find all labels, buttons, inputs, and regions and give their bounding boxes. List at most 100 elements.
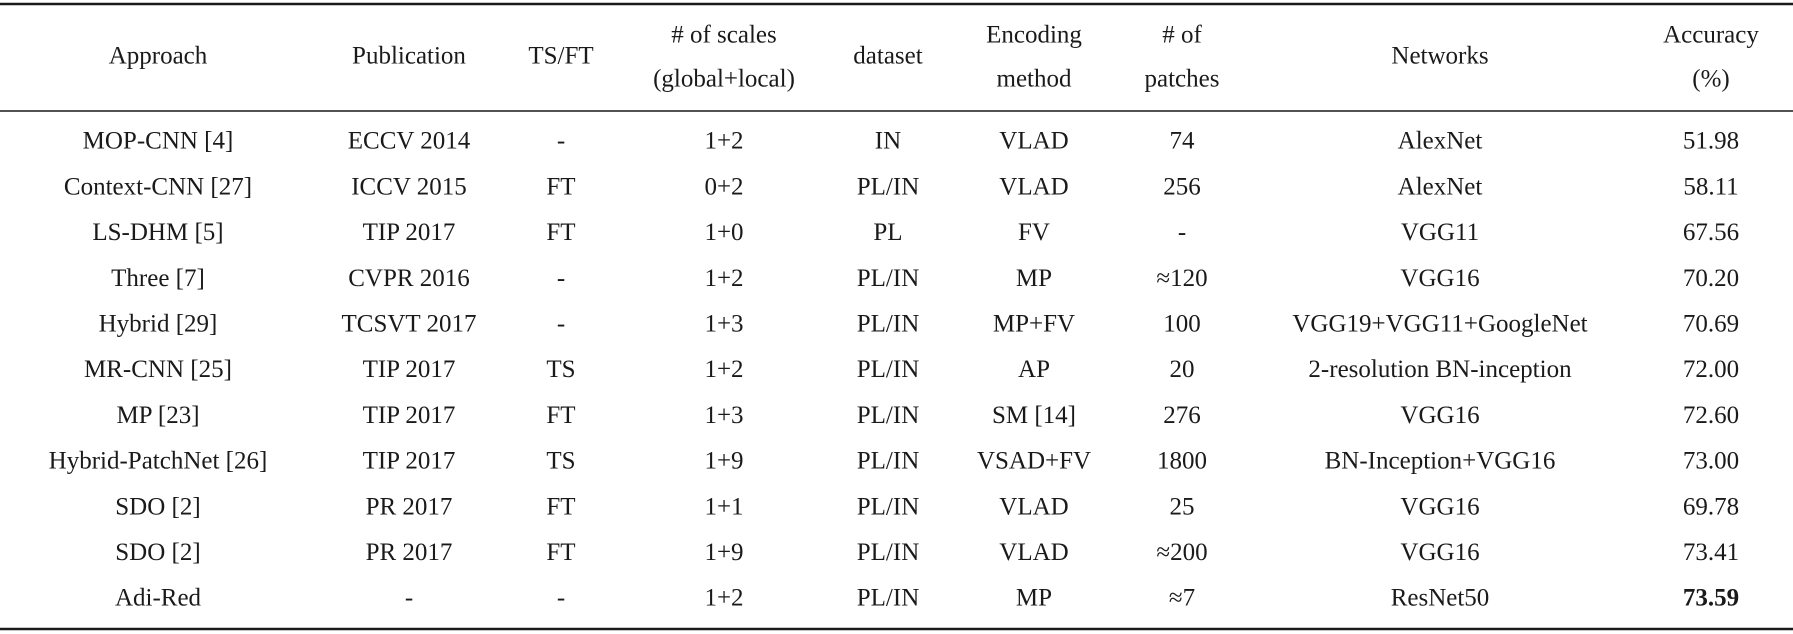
header-cell: (%) — [1692, 66, 1729, 93]
table-cell: - — [557, 265, 565, 292]
table-cell: 74 — [1170, 128, 1196, 155]
table-cell: Context-CNN [27] — [64, 173, 252, 200]
table-cell: TCSVT 2017 — [342, 311, 477, 338]
table-cell: PR 2017 — [366, 493, 453, 520]
table-cell: 70.69 — [1683, 311, 1739, 338]
table-cell: 73.59 — [1683, 585, 1739, 612]
header-cell: (global+local) — [653, 66, 795, 93]
table-cell: ICCV 2015 — [351, 173, 467, 200]
table-cell: MP+FV — [993, 311, 1075, 338]
header-cell: dataset — [853, 43, 922, 70]
table-cell: PL/IN — [857, 402, 920, 429]
table-cell: 1+3 — [704, 311, 743, 338]
table-cell: TIP 2017 — [363, 356, 456, 383]
table-cell: Three [7] — [111, 265, 205, 292]
table-cell: FT — [546, 493, 575, 520]
table-cell: IN — [875, 128, 901, 155]
table-cell: - — [1178, 219, 1186, 246]
table-cell: BN-Inception+VGG16 — [1325, 448, 1556, 475]
table-cell: FT — [546, 173, 575, 200]
table-cell: 51.98 — [1683, 128, 1739, 155]
table-cell: AlexNet — [1398, 173, 1483, 200]
table-cell: VGG11 — [1401, 219, 1479, 246]
table-cell: 58.11 — [1683, 173, 1738, 200]
table-cell: 1+1 — [704, 493, 743, 520]
header-cell: # of scales — [671, 22, 777, 49]
table-cell: 1+3 — [704, 402, 743, 429]
table-cell: LS-DHM [5] — [92, 219, 223, 246]
header-cell: # of — [1162, 22, 1202, 49]
header-cell: method — [997, 66, 1072, 93]
header-cell: TS/FT — [528, 43, 593, 70]
table-cell: SM [14] — [992, 402, 1076, 429]
table-cell: 20 — [1170, 356, 1195, 383]
table-cell: 72.00 — [1683, 356, 1739, 383]
table-cell: 2-resolution BN-inception — [1308, 356, 1572, 383]
table-cell: MOP-CNN [4] — [83, 128, 234, 155]
table-cell: VGG16 — [1400, 539, 1479, 566]
table-cell: FV — [1018, 219, 1050, 246]
table-cell: 1+9 — [704, 448, 743, 475]
table-cell: VSAD+FV — [977, 448, 1091, 475]
table-cell: PL/IN — [857, 539, 920, 566]
table-cell: PL/IN — [857, 356, 920, 383]
table-cell: - — [405, 585, 413, 612]
table-cell: PL/IN — [857, 265, 920, 292]
table-cell: 73.41 — [1683, 539, 1739, 566]
header-cell: Encoding — [986, 22, 1082, 49]
table-cell: 1+0 — [704, 219, 743, 246]
table-cell: 1800 — [1157, 448, 1207, 475]
table-cell: 67.56 — [1683, 219, 1739, 246]
header-cell: Publication — [352, 43, 466, 70]
table-cell: TIP 2017 — [363, 448, 456, 475]
table-cell: TS — [546, 356, 575, 383]
table-cell: PL — [873, 219, 902, 246]
table-cell: PL/IN — [857, 448, 920, 475]
table-cell: VGG16 — [1400, 493, 1479, 520]
table-cell: AP — [1018, 356, 1050, 383]
table-cell: - — [557, 585, 565, 612]
table-cell: CVPR 2016 — [348, 265, 470, 292]
table-cell: ≈120 — [1156, 265, 1207, 292]
table-cell: 1+2 — [704, 265, 743, 292]
table-cell: 72.60 — [1683, 402, 1739, 429]
table-cell: MP — [1016, 585, 1052, 612]
table-cell: PL/IN — [857, 585, 920, 612]
table-cell: 0+2 — [704, 173, 743, 200]
table-cell: 25 — [1170, 493, 1195, 520]
table-cell: VGG16 — [1400, 402, 1479, 429]
table-cell: ≈200 — [1156, 539, 1207, 566]
table-cell: VGG19+VGG11+GoogleNet — [1292, 311, 1587, 338]
table-cell: Hybrid [29] — [99, 311, 218, 338]
table-cell: 1+2 — [704, 356, 743, 383]
table-cell: TS — [546, 448, 575, 475]
table-cell: SDO [2] — [115, 493, 200, 520]
table-cell: VGG16 — [1400, 265, 1479, 292]
header-cell: Approach — [109, 43, 208, 70]
table-cell: - — [557, 128, 565, 155]
table-cell: 73.00 — [1683, 448, 1739, 475]
table-cell: VLAD — [999, 128, 1068, 155]
table-cell: ECCV 2014 — [348, 128, 471, 155]
table-cell: Adi-Red — [115, 585, 202, 612]
table-cell: PL/IN — [857, 493, 920, 520]
table-cell: 1+2 — [704, 128, 743, 155]
table-cell: AlexNet — [1398, 128, 1483, 155]
table-cell: PR 2017 — [366, 539, 453, 566]
table-cell: PL/IN — [857, 173, 920, 200]
table-cell: TIP 2017 — [363, 219, 456, 246]
table-cell: MP [23] — [116, 402, 199, 429]
table-cell: VLAD — [999, 539, 1068, 566]
table-cell: FT — [546, 219, 575, 246]
table-cell: 100 — [1163, 311, 1201, 338]
table-cell: PL/IN — [857, 311, 920, 338]
table-cell: 69.78 — [1683, 493, 1739, 520]
table-cell: FT — [546, 402, 575, 429]
header-cell: patches — [1145, 66, 1220, 93]
table-cell: 1+9 — [704, 539, 743, 566]
table-cell: MR-CNN [25] — [84, 356, 232, 383]
table-cell: ≈7 — [1169, 585, 1195, 612]
table-cell: MP — [1016, 265, 1052, 292]
table-cell: 1+2 — [704, 585, 743, 612]
table-cell: SDO [2] — [115, 539, 200, 566]
